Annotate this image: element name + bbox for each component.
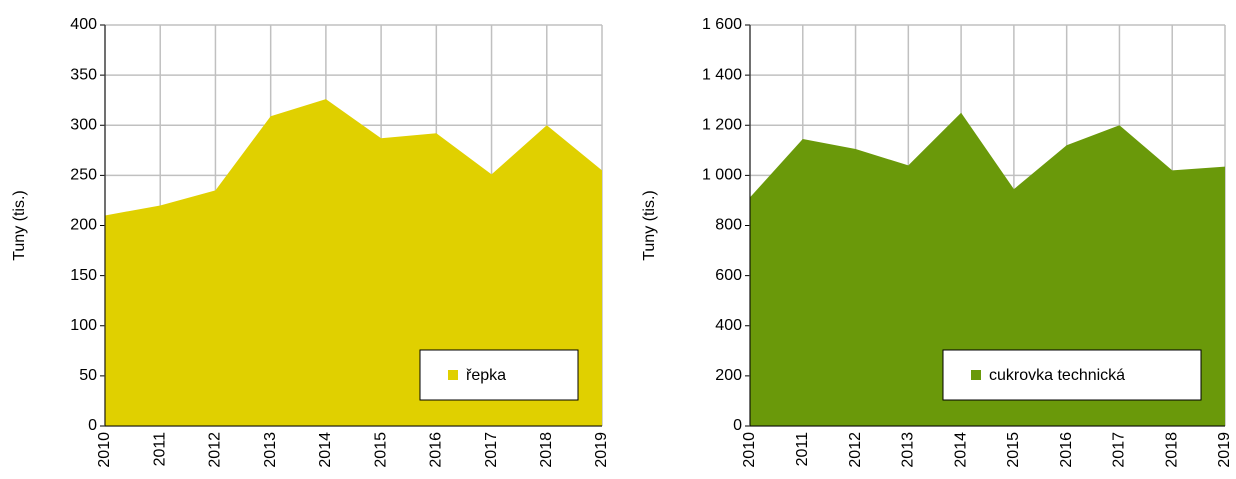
y-axis-label: Tuny (tis.) xyxy=(641,190,658,261)
x-tick-label: 2019 xyxy=(593,432,610,468)
y-tick-label: 250 xyxy=(70,167,97,184)
y-tick-label: 400 xyxy=(715,317,742,334)
legend-label: řepka xyxy=(466,367,506,384)
x-tick-label: 2014 xyxy=(317,432,334,468)
x-tick-label: 2018 xyxy=(538,432,555,468)
x-tick-label: 2018 xyxy=(1163,432,1180,468)
area xyxy=(105,99,602,426)
y-tick-label: 350 xyxy=(70,66,97,83)
y-tick-label: 100 xyxy=(70,317,97,334)
y-tick-label: 1 400 xyxy=(702,66,742,83)
x-tick-label: 2017 xyxy=(483,432,500,468)
area xyxy=(750,112,1225,426)
y-tick-label: 150 xyxy=(70,267,97,284)
legend-swatch xyxy=(448,370,458,380)
y-tick-label: 1 200 xyxy=(702,116,742,133)
legend-box xyxy=(419,349,579,401)
x-tick-label: 2012 xyxy=(207,432,224,468)
x-tick-label: 2016 xyxy=(1058,432,1075,468)
legend-label: cukrovka technická xyxy=(989,367,1125,384)
y-tick-label: 200 xyxy=(70,217,97,234)
y-axis-label: Tuny (tis.) xyxy=(11,190,28,261)
y-tick-label: 600 xyxy=(715,267,742,284)
x-tick-label: 2011 xyxy=(794,432,811,467)
y-tick-label: 1 600 xyxy=(702,16,742,33)
y-tick-label: 300 xyxy=(70,116,97,133)
legend: řepka xyxy=(419,349,579,401)
x-tick-label: 2011 xyxy=(151,432,168,467)
x-tick-label: 2016 xyxy=(428,432,445,468)
x-tick-label: 2015 xyxy=(1005,432,1022,468)
y-tick-label: 200 xyxy=(715,367,742,384)
x-tick-label: 2017 xyxy=(1111,432,1128,468)
x-tick-label: 2013 xyxy=(900,432,917,468)
x-tick-label: 2014 xyxy=(952,432,969,468)
x-tick-label: 2013 xyxy=(262,432,279,468)
y-tick-label: 1 000 xyxy=(702,167,742,184)
y-tick-label: 50 xyxy=(79,367,97,384)
y-tick-label: 800 xyxy=(715,217,742,234)
x-tick-label: 2010 xyxy=(96,432,113,468)
legend: cukrovka technická xyxy=(942,349,1202,401)
x-tick-label: 2015 xyxy=(372,432,389,468)
legend-swatch xyxy=(971,370,981,380)
x-tick-label: 2010 xyxy=(741,432,758,468)
y-tick-label: 400 xyxy=(70,16,97,33)
x-tick-label: 2012 xyxy=(847,432,864,468)
y-tick-label: 0 xyxy=(733,417,742,434)
x-tick-label: 2019 xyxy=(1216,432,1233,468)
legend-box xyxy=(942,349,1202,401)
y-tick-label: 0 xyxy=(88,417,97,434)
